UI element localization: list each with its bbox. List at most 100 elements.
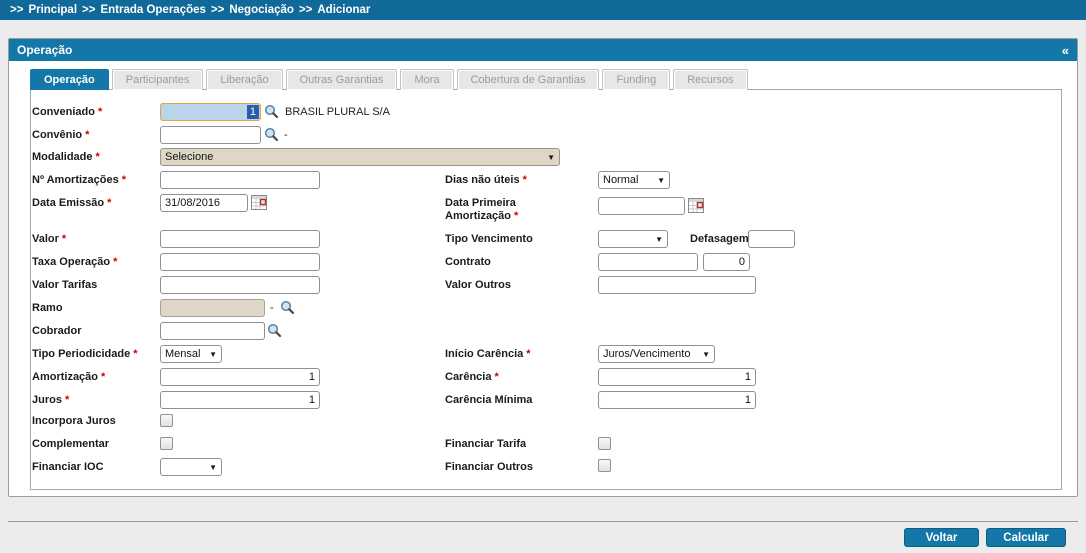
required-marker: * (526, 348, 531, 360)
juros-label: Juros * (32, 394, 69, 406)
complementar-label: Complementar (32, 438, 109, 450)
taxa-operacao-input[interactable] (160, 253, 320, 271)
incorpora-juros-checkbox[interactable] (160, 414, 173, 427)
num-amortizacoes-input[interactable] (160, 171, 320, 189)
ramo-suffix-dash: - (270, 302, 274, 314)
required-marker: * (522, 174, 527, 186)
data-emissao-input[interactable]: 31/08/2016 (160, 194, 248, 212)
breadcrumb-separator: >> (82, 4, 96, 16)
financiar-ioc-select[interactable]: ▼ (160, 458, 222, 476)
tab-funding[interactable]: Funding (602, 69, 671, 90)
breadcrumb-item-principal[interactable]: Principal (28, 4, 78, 16)
inicio-carencia-label: Início Carência * (445, 348, 531, 360)
required-marker: * (514, 210, 519, 222)
label-text: Tipo Vencimento (445, 233, 533, 245)
contrato-label: Contrato (445, 256, 491, 268)
chevron-down-icon: ▼ (655, 234, 663, 244)
tipo-periodicidade-label: Tipo Periodicidade * (32, 348, 138, 360)
label-text: Complementar (32, 438, 110, 450)
breadcrumb-item-negociacao[interactable]: Negociação (229, 4, 294, 16)
defasagem-input[interactable] (748, 230, 795, 248)
tab-operacao[interactable]: Operação (30, 69, 109, 90)
valor-input[interactable] (160, 230, 320, 248)
label-text: Dias não úteis (445, 174, 520, 186)
cobrador-search-icon[interactable] (267, 323, 282, 338)
panel-title: Operação (17, 43, 73, 57)
chevron-down-icon: ▼ (547, 152, 555, 162)
breadcrumb-item-entrada-operacoes[interactable]: Entrada Operações (100, 4, 206, 16)
tab-liberacao[interactable]: Liberação (206, 69, 283, 90)
tab-mora[interactable]: Mora (400, 69, 454, 90)
convenio-search-icon[interactable] (264, 127, 279, 142)
required-marker: * (107, 197, 112, 209)
dias-nao-uteis-select[interactable]: Normal ▼ (598, 171, 670, 189)
required-marker: * (133, 348, 138, 360)
contrato-input[interactable] (598, 253, 698, 271)
required-marker: * (113, 256, 118, 268)
tab-outras-garantias[interactable]: Outras Garantias (285, 69, 398, 90)
label-text: Convênio (32, 129, 83, 141)
carencia-input[interactable]: 1 (598, 368, 756, 386)
financiar-ioc-label: Financiar IOC (32, 461, 104, 473)
required-marker: * (494, 371, 499, 383)
complementar-checkbox[interactable] (160, 437, 173, 450)
tab-recursos[interactable]: Recursos (673, 69, 748, 90)
financiar-tarifa-checkbox[interactable] (598, 437, 611, 450)
label-text: Tipo Periodicidade (32, 348, 131, 360)
conveniado-input[interactable]: 1 (160, 103, 261, 121)
incorpora-juros-label: Incorpora Juros (32, 415, 116, 427)
num-amortizacoes-label: Nº Amortizações * (32, 174, 126, 186)
carencia-minima-label: Carência Mínima (445, 394, 532, 406)
financiar-outros-checkbox[interactable] (598, 459, 611, 472)
data-primeira-amortizacao-calendar-icon[interactable] (687, 197, 705, 214)
taxa-operacao-label: Taxa Operação * (32, 256, 117, 268)
valor-outros-input[interactable] (598, 276, 756, 294)
chevron-down-icon: ▼ (209, 349, 217, 359)
carencia-label: Carência * (445, 371, 499, 383)
label-text: Nº Amortizações (32, 174, 119, 186)
breadcrumb-separator: >> (10, 4, 24, 16)
convenio-input[interactable] (160, 126, 261, 144)
conveniado-display-name: BRASIL PLURAL S/A (285, 106, 390, 118)
valor-tarifas-input[interactable] (160, 276, 320, 294)
chevron-down-icon: ▼ (657, 175, 665, 185)
amortizacao-input[interactable]: 1 (160, 368, 320, 386)
voltar-button[interactable]: Voltar (904, 528, 979, 547)
chevron-down-icon: ▼ (702, 349, 710, 359)
label-text: Valor Tarifas (32, 279, 98, 291)
modalidade-select[interactable]: Selecione ▼ (160, 148, 560, 166)
data-emissao-label: Data Emissão * (32, 197, 111, 209)
label-text: Financiar Tarifa (445, 438, 527, 450)
data-primeira-amortizacao-input[interactable] (598, 197, 685, 215)
label-text: Financiar Outros (445, 461, 534, 473)
calcular-button[interactable]: Calcular (986, 528, 1066, 547)
conveniado-search-icon[interactable] (264, 104, 279, 119)
contrato-digit-input[interactable]: 0 (703, 253, 750, 271)
tipo-periodicidade-select[interactable]: Mensal ▼ (160, 345, 222, 363)
carencia-minima-input[interactable]: 1 (598, 391, 756, 409)
inicio-carencia-select[interactable]: Juros/Vencimento ▼ (598, 345, 715, 363)
required-marker: * (101, 371, 106, 383)
data-emissao-calendar-icon[interactable] (250, 194, 268, 211)
cobrador-input[interactable] (160, 322, 265, 340)
tipo-vencimento-label: Tipo Vencimento (445, 233, 533, 245)
juros-input[interactable]: 1 (160, 391, 320, 409)
label-text: Contrato (445, 256, 491, 268)
tab-participantes[interactable]: Participantes (111, 69, 204, 90)
ramo-input[interactable] (160, 299, 265, 317)
breadcrumb: >> Principal >> Entrada Operações >> Neg… (0, 0, 1086, 20)
tab-bar: Operação Participantes Liberação Outras … (30, 69, 751, 90)
data-primeira-amortizacao-label: Data Primeira Amortização * (445, 197, 563, 223)
breadcrumb-item-adicionar[interactable]: Adicionar (317, 4, 371, 16)
tab-cobertura-de-garantias[interactable]: Cobertura de Garantias (456, 69, 600, 90)
conveniado-selected-text: 1 (246, 105, 259, 119)
collapse-panel-icon[interactable]: « (1061, 42, 1069, 58)
financiar-outros-label: Financiar Outros (445, 461, 533, 473)
tipo-vencimento-select[interactable]: ▼ (598, 230, 668, 248)
panel-header: Operação « (9, 39, 1077, 61)
label-text: Data Primeira Amortização (445, 197, 516, 222)
ramo-search-icon[interactable] (280, 300, 295, 315)
label-text: Taxa Operação (32, 256, 111, 268)
ramo-label: Ramo (32, 302, 63, 314)
label-text: Início Carência (445, 348, 524, 360)
